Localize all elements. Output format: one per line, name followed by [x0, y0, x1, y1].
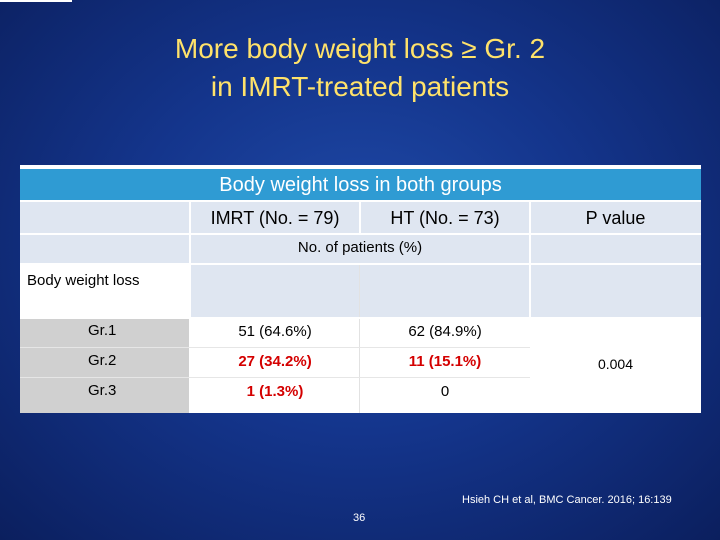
- ht-value-gr1: 62 (84.9%): [360, 318, 530, 348]
- row-label-gr3: Gr.3: [20, 378, 190, 413]
- slide-title-line-2: in IMRT-treated patients: [210, 71, 510, 102]
- table-header: Body weight loss in both groups: [219, 174, 502, 196]
- grid-line: [20, 317, 190, 319]
- imrt-value-gr3: 1 (1.3%): [190, 378, 360, 413]
- column-header-imrt: IMRT (No. = 79): [190, 202, 360, 234]
- grid-line: [359, 202, 361, 234]
- grid-line: [20, 263, 701, 265]
- ht-value-gr2: 11 (15.1%): [360, 348, 530, 378]
- top-accent-line: [0, 0, 72, 2]
- imrt-value-gr1: 51 (64.6%): [190, 318, 360, 348]
- blank-header-cell: [20, 202, 190, 234]
- slide-title: More body weight loss ≥ Gr. 2 in IMRT-tr…: [0, 30, 720, 106]
- row-label-gr1: Gr.1: [20, 318, 190, 348]
- page-number: 36: [353, 512, 366, 524]
- column-header-ht: HT (No. = 73): [360, 202, 530, 234]
- grid-line: [190, 317, 701, 319]
- imrt-value-gr2: 27 (34.2%): [190, 348, 360, 378]
- blank-cell: [360, 264, 530, 318]
- grid-line: [20, 233, 701, 235]
- p-value: 0.004: [597, 356, 634, 372]
- row-header-body-weight-loss: Body weight loss: [27, 272, 140, 289]
- ht-value-gr3: 0: [360, 378, 530, 413]
- blank-cell: [190, 264, 360, 318]
- blank-subheader-pvalue: [530, 234, 701, 264]
- citation: Hsieh CH et al, BMC Cancer. 2016; 16:139: [462, 494, 672, 506]
- grid-line: [189, 202, 191, 413]
- subheader-patient-count: No. of patients (%): [190, 234, 530, 264]
- grid-line: [20, 377, 530, 378]
- results-table: Body weight loss in both groups IMRT (No…: [20, 165, 701, 413]
- grid-line: [359, 264, 360, 413]
- grid-line: [529, 202, 531, 413]
- grid-line: [20, 347, 530, 348]
- p-value-cell: 0.004: [530, 318, 701, 413]
- slide-title-line-1: More body weight loss ≥ Gr. 2: [174, 33, 546, 64]
- table-header-bar: Body weight loss in both groups: [20, 165, 701, 202]
- row-header-cell: Body weight loss: [20, 264, 190, 318]
- blank-subheader-cell: [20, 234, 190, 264]
- blank-cell: [530, 264, 701, 318]
- column-header-pvalue: P value: [530, 202, 701, 234]
- row-label-gr2: Gr.2: [20, 348, 190, 378]
